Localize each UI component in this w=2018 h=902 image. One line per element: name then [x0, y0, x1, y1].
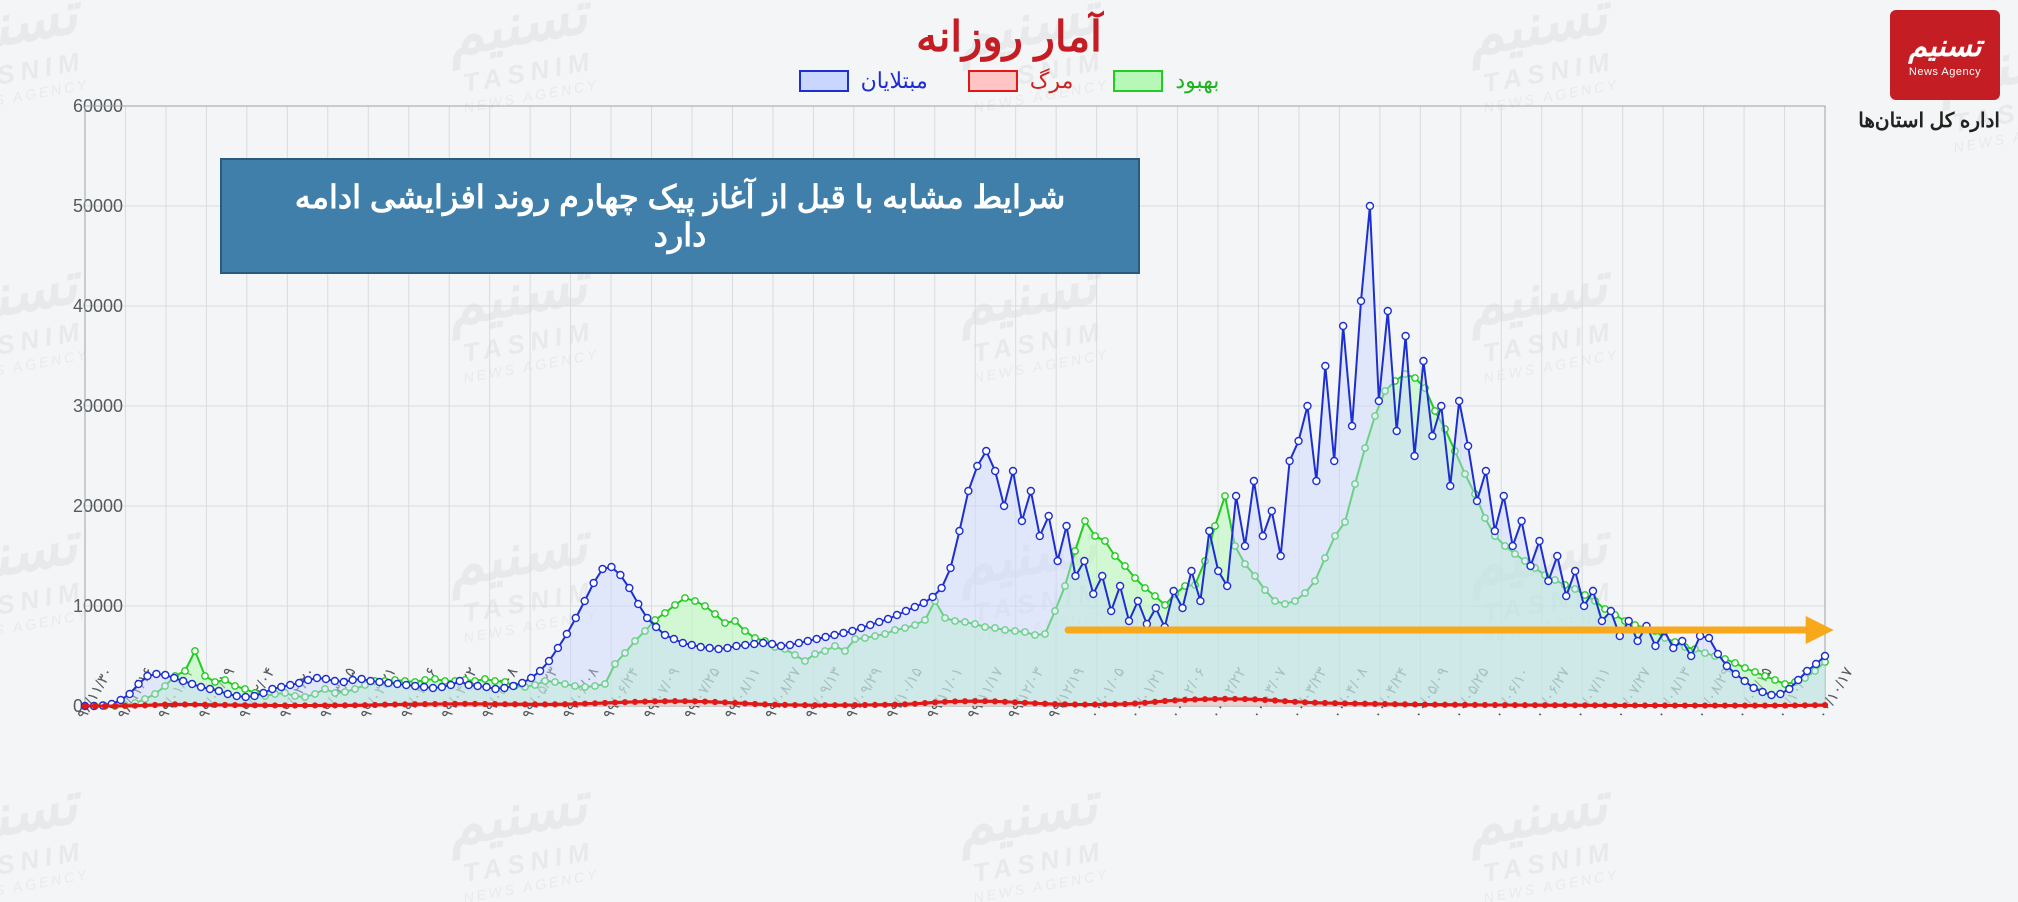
svg-text:۹۸/۱۱/۳۰: ۹۸/۱۱/۳۰: [74, 664, 117, 722]
svg-text:10000: 10000: [73, 596, 123, 616]
annotation-text: شرایط مشابه با قبل از آغاز پیک چهارم رون…: [295, 179, 1066, 253]
svg-text:20000: 20000: [73, 496, 123, 516]
chart-plot: 0100002000030000400005000060000۹۸/۱۱/۳۰۹…: [0, 0, 2018, 902]
annotation-box: شرایط مشابه با قبل از آغاز پیک چهارم رون…: [220, 158, 1140, 274]
svg-text:40000: 40000: [73, 296, 123, 316]
svg-text:50000: 50000: [73, 196, 123, 216]
chart-frame: تسنیمTASNIMNEWS AGENCYتسنیمTASNIMNEWS AG…: [0, 0, 2018, 902]
svg-text:30000: 30000: [73, 396, 123, 416]
